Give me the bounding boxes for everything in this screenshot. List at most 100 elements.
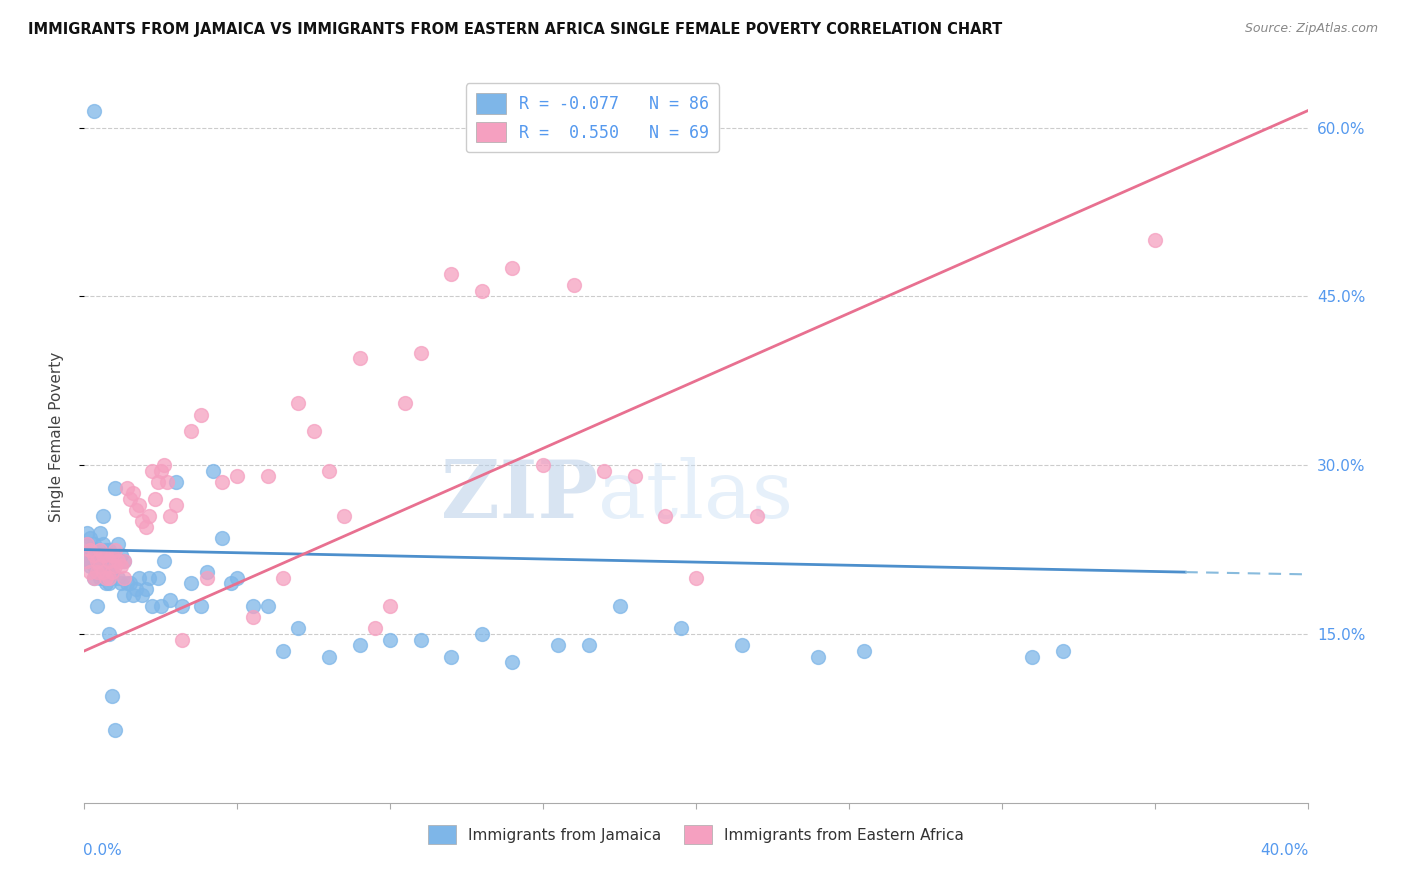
Point [112, 554, 135, 568]
Point [83, 103, 105, 118]
Point [104, 559, 127, 574]
Point [287, 621, 309, 635]
Point [83, 559, 105, 574]
Point [135, 520, 157, 534]
Point [190, 408, 212, 422]
Point [380, 599, 402, 613]
Point [104, 542, 127, 557]
Point [153, 458, 176, 473]
Point [94, 548, 117, 562]
Point [685, 571, 707, 585]
Point [333, 508, 356, 523]
Point [110, 559, 132, 574]
Point [609, 599, 631, 613]
Point [271, 644, 294, 658]
Point [226, 571, 249, 585]
Point [79, 565, 101, 579]
Point [141, 464, 163, 478]
Point [531, 458, 554, 473]
Point [76, 537, 98, 551]
Point [128, 571, 150, 585]
Point [97, 627, 120, 641]
Point [1021, 649, 1043, 664]
Point [83, 537, 105, 551]
Point [172, 599, 194, 613]
Point [143, 491, 166, 506]
Point [654, 508, 676, 523]
Point [115, 481, 138, 495]
Point [195, 565, 218, 579]
Text: 0.0%: 0.0% [83, 843, 122, 858]
Point [562, 278, 585, 293]
Point [104, 723, 127, 737]
Point [257, 599, 280, 613]
Point [502, 655, 524, 669]
Point [131, 515, 153, 529]
Point [195, 571, 218, 585]
Point [471, 284, 494, 298]
Point [107, 554, 129, 568]
Point [219, 576, 242, 591]
Point [318, 464, 340, 478]
Point [97, 571, 120, 585]
Point [97, 559, 120, 574]
Legend: Immigrants from Jamaica, Immigrants from Eastern Africa: Immigrants from Jamaica, Immigrants from… [422, 819, 970, 850]
Point [349, 351, 371, 366]
Point [578, 638, 600, 652]
Point [380, 632, 402, 647]
Point [120, 576, 142, 591]
Text: atlas: atlas [598, 457, 793, 534]
Point [440, 649, 463, 664]
Point [97, 554, 120, 568]
Point [91, 554, 114, 568]
Point [409, 345, 432, 359]
Point [86, 565, 108, 579]
Point [731, 638, 754, 652]
Point [624, 469, 647, 483]
Point [112, 588, 135, 602]
Point [91, 508, 114, 523]
Point [89, 542, 111, 557]
Point [91, 537, 114, 551]
Point [79, 559, 101, 574]
Point [669, 621, 692, 635]
Point [115, 576, 138, 591]
Point [112, 554, 135, 568]
Point [211, 475, 233, 489]
Point [853, 644, 876, 658]
Point [86, 542, 108, 557]
Point [302, 425, 325, 439]
Point [101, 548, 124, 562]
Point [101, 565, 124, 579]
Text: ZIP: ZIP [441, 457, 598, 534]
Point [747, 508, 769, 523]
Point [101, 565, 124, 579]
Point [138, 571, 160, 585]
Point [271, 571, 294, 585]
Point [110, 548, 132, 562]
Point [76, 525, 98, 540]
Point [89, 542, 111, 557]
Point [110, 576, 132, 591]
Y-axis label: Single Female Poverty: Single Female Poverty [49, 352, 63, 522]
Point [141, 599, 163, 613]
Point [104, 554, 127, 568]
Point [91, 565, 114, 579]
Point [76, 548, 98, 562]
Point [94, 576, 117, 591]
Point [165, 498, 187, 512]
Point [125, 582, 148, 596]
Point [79, 532, 101, 546]
Point [226, 469, 249, 483]
Point [89, 559, 111, 574]
Point [122, 486, 145, 500]
Point [83, 571, 105, 585]
Point [128, 498, 150, 512]
Point [83, 548, 105, 562]
Point [409, 632, 432, 647]
Point [364, 621, 387, 635]
Point [156, 475, 179, 489]
Point [318, 649, 340, 664]
Point [149, 599, 172, 613]
Point [211, 532, 233, 546]
